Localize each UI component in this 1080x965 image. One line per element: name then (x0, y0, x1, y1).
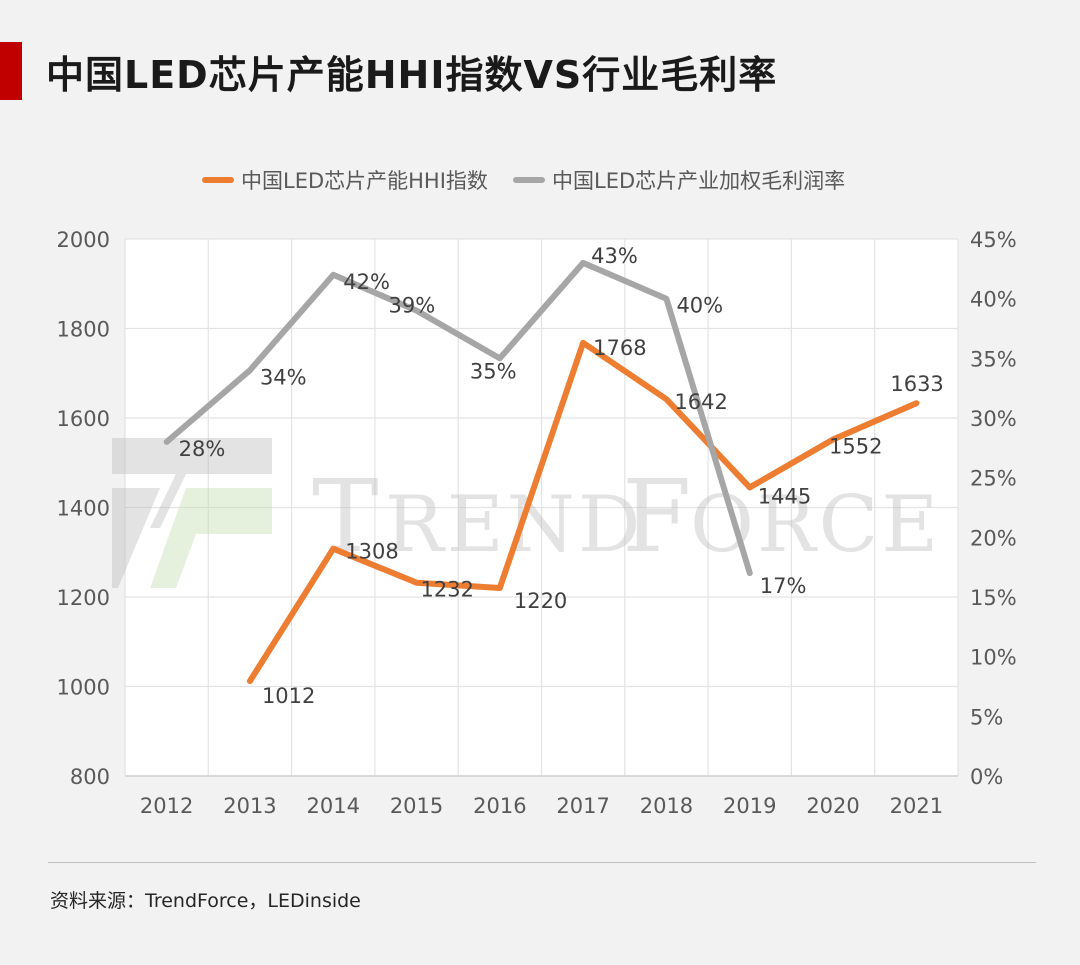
data-label-hhi: 1633 (890, 372, 943, 396)
x-tick-label: 2019 (723, 794, 776, 818)
x-tick-label: 2015 (390, 794, 443, 818)
series-line-hhi (246, 339, 920, 685)
y-right-tick-label: 45% (970, 228, 1017, 252)
data-label-hhi: 1012 (262, 684, 315, 708)
data-label-hhi: 1220 (514, 589, 567, 613)
data-label-margin: 17% (760, 574, 807, 598)
watermark-logo-top (112, 438, 272, 528)
data-label-hhi: 1642 (674, 390, 727, 414)
x-tick-label: 2018 (640, 794, 693, 818)
legend-label-hhi: 中国LED芯片产能HHI指数 (241, 169, 488, 193)
data-label-margin: 28% (179, 437, 226, 461)
y-left-tick-label: 1600 (57, 407, 110, 431)
data-label-margin: 43% (591, 244, 638, 268)
y-right-tick-label: 25% (970, 467, 1017, 491)
watermark-initial-2: F (622, 458, 691, 575)
x-tick-label: 2021 (890, 794, 943, 818)
y-right-tick-label: 30% (970, 407, 1017, 431)
data-label-margin: 42% (343, 270, 390, 294)
y-right-tick-label: 10% (970, 646, 1017, 670)
x-tick-label: 2014 (307, 794, 360, 818)
y-left-tick-label: 1800 (57, 318, 110, 342)
y-left-tick-label: 1200 (57, 586, 110, 610)
series-line-margin (163, 259, 753, 577)
x-tick-label: 2017 (556, 794, 609, 818)
x-tick-label: 2012 (140, 794, 193, 818)
y-right-tick-label: 15% (970, 586, 1017, 610)
data-label-hhi: 1552 (829, 434, 882, 458)
y-left-tick-label: 800 (70, 765, 110, 789)
data-label-hhi: 1445 (758, 484, 811, 508)
data-label-margin: 34% (260, 365, 307, 389)
data-label-margin: 35% (470, 359, 517, 383)
x-tick-label: 2016 (473, 794, 526, 818)
data-label-hhi: 1232 (421, 578, 474, 602)
x-tick-label: 2020 (806, 794, 859, 818)
data-label-margin: 39% (389, 294, 436, 318)
divider (48, 862, 1036, 863)
y-left-tick-label: 1000 (57, 676, 110, 700)
y-left-tick-label: 2000 (57, 228, 110, 252)
data-label-hhi: 1308 (345, 540, 398, 564)
watermark-word-1: REND (385, 480, 643, 570)
y-right-tick-label: 20% (970, 526, 1017, 550)
page-title: 中国LED芯片产能HHI指数VS行业毛利率 (46, 53, 778, 97)
data-label-margin: 40% (676, 294, 723, 318)
y-right-tick-label: 35% (970, 347, 1017, 371)
data-label-hhi: 1768 (593, 336, 646, 360)
source-note: 资料来源：TrendForce，LEDinside (50, 890, 361, 912)
y-right-tick-label: 0% (970, 765, 1003, 789)
y-left-tick-label: 1400 (57, 497, 110, 521)
watermark-word-2: ORCE (690, 480, 941, 570)
watermark-logo-right (150, 488, 272, 588)
watermark-logo-left (112, 488, 160, 588)
legend-label-margin: 中国LED芯片产业加权毛利润率 (552, 169, 845, 193)
title-accent-bar (0, 42, 22, 100)
y-right-tick-label: 5% (970, 705, 1003, 729)
x-tick-label: 2013 (223, 794, 276, 818)
y-right-tick-label: 40% (970, 288, 1017, 312)
